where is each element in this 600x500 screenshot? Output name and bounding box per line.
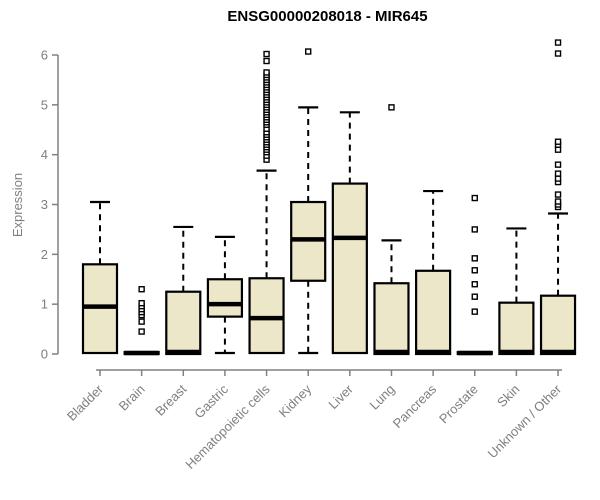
x-tick-label: Breast (152, 381, 189, 418)
outlier-point (554, 170, 562, 177)
outlier-point (471, 281, 478, 288)
iqr-box (165, 290, 202, 356)
outlier-point (263, 69, 270, 76)
box-unknown-other (539, 39, 577, 356)
box-brain (123, 286, 160, 356)
box-skin (498, 227, 535, 356)
y-tick-label: 3 (41, 197, 48, 212)
box-pancreas (415, 189, 452, 356)
outlier-point (388, 104, 395, 111)
x-tick-label: Skin (494, 382, 522, 410)
outlier-point (138, 299, 145, 307)
x-tick-label: Liver (325, 381, 356, 412)
box-hematopoietic-cells (248, 50, 285, 355)
iqr-box (206, 278, 244, 318)
x-tick-label: Unknown / Other (485, 381, 565, 461)
iqr-box (331, 182, 368, 355)
y-tick-label: 0 (41, 347, 48, 362)
y-tick-label: 6 (41, 48, 48, 63)
outlier-point (471, 194, 478, 202)
box-bladder (81, 200, 119, 355)
outlier-point (263, 50, 270, 58)
outlier-point (138, 318, 145, 325)
y-tick-label: 4 (41, 147, 48, 162)
outlier-point (471, 308, 478, 315)
x-tick-label: Gastric (191, 381, 231, 421)
outlier-point (554, 146, 562, 153)
iqr-box (373, 282, 410, 356)
iqr-box (539, 294, 577, 356)
box-breast (165, 225, 202, 356)
chart-title: ENSG00000208018 - MIR645 (227, 8, 428, 25)
iqr-box (498, 301, 535, 356)
box-lung (373, 104, 410, 356)
box-prostate (456, 194, 493, 356)
x-tick-label: Brain (116, 382, 148, 414)
outlier-point (554, 39, 562, 46)
outlier-point (471, 293, 478, 300)
y-tick-label: 1 (41, 297, 48, 312)
x-tick-label: Pancreas (390, 381, 440, 431)
y-tick-label: 2 (41, 247, 48, 262)
outlier-point (554, 138, 562, 145)
outlier-point (554, 198, 562, 205)
outlier-point (554, 161, 562, 168)
box-gastric (206, 235, 244, 355)
y-tick-label: 5 (41, 97, 48, 112)
iqr-box (248, 277, 285, 355)
x-tick-label: Prostate (436, 382, 481, 427)
box-kidney (290, 48, 327, 355)
outlier-point (554, 191, 562, 198)
outlier-point (263, 57, 270, 65)
x-tick-label: Lung (367, 382, 398, 413)
outlier-point (554, 175, 562, 182)
outlier-point (471, 226, 478, 233)
box-liver (331, 111, 368, 355)
outlier-point (471, 267, 478, 274)
x-tick-label: Bladder (64, 381, 107, 424)
outlier-point (138, 328, 145, 335)
y-axis: 0 1 2 3 4 5 6 (41, 48, 59, 362)
x-tick-label: Kidney (276, 381, 315, 420)
iqr-box (415, 269, 452, 356)
outlier-point (305, 48, 312, 55)
outlier-point (554, 50, 562, 57)
outlier-point (471, 255, 478, 262)
outlier-point (138, 286, 145, 293)
